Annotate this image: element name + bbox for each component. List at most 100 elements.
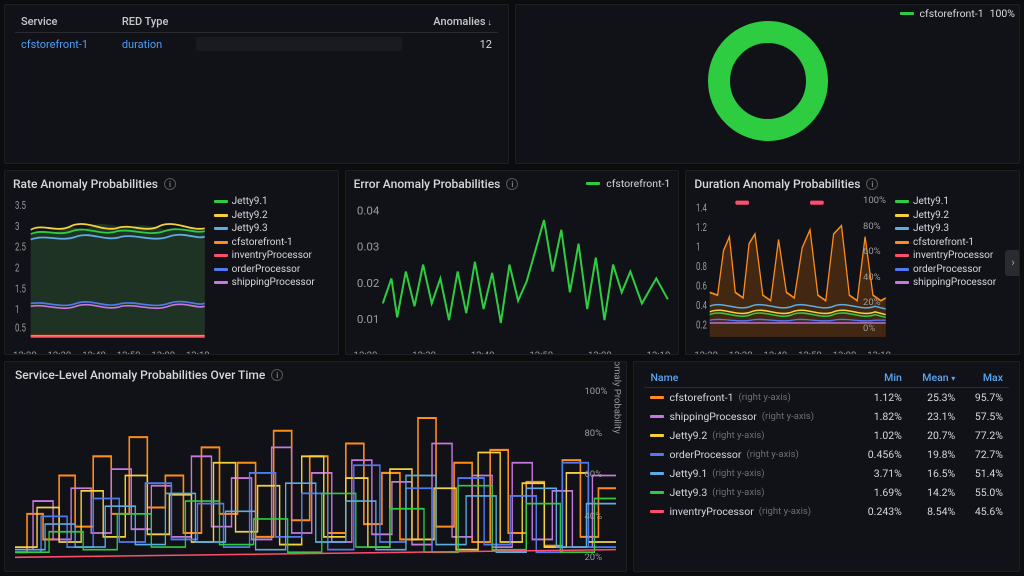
legend-item[interactable]: cfstorefront-1 <box>895 236 1011 250</box>
swatch-icon <box>895 214 909 217</box>
swatch-icon <box>650 472 664 475</box>
swatch-icon <box>895 254 909 257</box>
table-row[interactable]: shippingProcessor (right y-axis)1.82%23.… <box>644 407 1009 426</box>
info-icon[interactable]: i <box>164 178 176 190</box>
swatch-icon <box>650 453 664 456</box>
col-service[interactable]: Service <box>15 11 116 33</box>
anomalies-table: Service RED Type Anomalies↓ cfstorefront… <box>15 11 498 55</box>
table-row[interactable]: Jetty9.3 (right y-axis)1.69%14.2%55.0% <box>644 483 1009 502</box>
panel-title: Service-Level Anomaly Probabilities Over… <box>15 368 265 382</box>
rate-panel: Rate Anomaly Probabilities i 3.5 3 2.5 2… <box>4 170 339 355</box>
donut-panel: cfstorefront-1 100% <box>515 4 1020 164</box>
swatch-icon <box>214 214 228 217</box>
svg-text:3: 3 <box>15 221 19 234</box>
svg-text:2: 2 <box>15 262 20 275</box>
legend-item[interactable]: shippingProcessor <box>214 276 330 290</box>
service-level-table: Name Min Mean ▾ Max cfstorefront-1 (righ… <box>644 368 1009 521</box>
legend-item[interactable]: orderProcessor <box>214 263 330 277</box>
svg-text:1.4: 1.4 <box>696 202 707 215</box>
swatch-icon <box>650 396 664 399</box>
swatch-icon <box>214 281 228 284</box>
duration-legend: Jetty9.1Jetty9.2Jetty9.3cfstorefront-1in… <box>891 195 1011 348</box>
swatch-icon <box>214 200 228 203</box>
swatch-icon <box>214 268 228 271</box>
swatch-icon <box>650 491 664 494</box>
legend-item[interactable]: cfstorefront-1 <box>214 236 330 250</box>
svg-text:0.04: 0.04 <box>357 204 380 218</box>
service-level-chart[interactable]: 100% 80% 60% 40% 20% Anomaly Probability <box>15 386 616 565</box>
svg-text:0.01: 0.01 <box>357 312 379 326</box>
svg-text:1.2: 1.2 <box>696 222 707 235</box>
legend-item[interactable]: Jetty9.3 <box>214 222 330 236</box>
legend-item[interactable]: orderProcessor <box>895 263 1011 277</box>
duration-chart[interactable]: 1.4 1.2 1 0.8 0.6 0.4 0.2 <box>694 195 891 348</box>
col-min[interactable]: Min <box>853 368 908 388</box>
col-anomalies[interactable]: Anomalies↓ <box>408 11 498 33</box>
svg-text:1.5: 1.5 <box>15 283 26 296</box>
svg-text:0.2: 0.2 <box>696 319 707 332</box>
swatch-icon <box>895 241 909 244</box>
collapse-button[interactable]: › <box>1005 250 1020 276</box>
svg-text:0.03: 0.03 <box>357 240 379 254</box>
rate-legend: Jetty9.1Jetty9.2Jetty9.3cfstorefront-1in… <box>210 195 330 348</box>
table-row[interactable]: cfstorefront-1 (right y-axis)1.12%25.3%9… <box>644 388 1009 408</box>
swatch-icon <box>650 415 664 418</box>
swatch-icon <box>895 268 909 271</box>
col-mean[interactable]: Mean ▾ <box>908 368 961 388</box>
col-red-type[interactable]: RED Type <box>116 11 191 33</box>
col-max[interactable]: Max <box>961 368 1009 388</box>
swatch-icon <box>895 200 909 203</box>
legend-item[interactable]: Jetty9.3 <box>895 222 1011 236</box>
info-icon[interactable]: i <box>271 369 283 381</box>
info-icon[interactable]: i <box>866 178 878 190</box>
svg-text:0.02: 0.02 <box>357 276 379 290</box>
error-chart[interactable]: 0.04 0.03 0.02 0.01 12:2012:3012:4012:50… <box>354 195 671 348</box>
error-panel: Error Anomaly Probabilities i cfstorefro… <box>345 170 680 355</box>
svg-text:0.8: 0.8 <box>696 261 707 274</box>
svg-text:0.5: 0.5 <box>15 322 26 335</box>
info-icon[interactable]: i <box>506 178 518 190</box>
svg-text:2.5: 2.5 <box>15 241 26 254</box>
col-name[interactable]: Name <box>644 368 853 388</box>
service-level-panel: Service-Level Anomaly Probabilities Over… <box>4 361 627 572</box>
svg-text:1: 1 <box>15 304 19 317</box>
svg-text:3.5: 3.5 <box>15 200 26 213</box>
swatch-icon <box>214 241 228 244</box>
table-row[interactable]: cfstorefront-1 duration 12 <box>15 33 498 56</box>
legend-item[interactable]: Jetty9.2 <box>895 209 1011 223</box>
legend-item[interactable]: Jetty9.1 <box>895 195 1011 209</box>
legend-item[interactable]: inventryProcessor <box>214 249 330 263</box>
svg-text:0.6: 0.6 <box>696 280 707 293</box>
swatch-icon <box>895 227 909 230</box>
swatch-icon <box>895 281 909 284</box>
swatch-icon <box>586 182 600 185</box>
legend-item[interactable]: shippingProcessor <box>895 276 1011 290</box>
table-row[interactable]: Jetty9.1 (right y-axis)3.71%16.5%51.4% <box>644 464 1009 483</box>
right-axis-label: Anomaly Probability <box>611 361 622 433</box>
sort-down-icon: ↓ <box>488 18 493 28</box>
panel-title: Duration Anomaly Probabilities <box>694 177 860 191</box>
anomalies-table-panel: Service RED Type Anomalies↓ cfstorefront… <box>4 4 509 164</box>
svg-text:1: 1 <box>696 241 700 254</box>
anomaly-bar <box>196 37 401 51</box>
redtype-link[interactable]: duration <box>122 38 162 51</box>
table-row[interactable]: orderProcessor (right y-axis)0.456%19.8%… <box>644 445 1009 464</box>
table-row[interactable]: inventryProcessor (right y-axis)0.243%8.… <box>644 502 1009 521</box>
anomaly-count: 12 <box>408 33 498 56</box>
legend-item[interactable]: Jetty9.2 <box>214 209 330 223</box>
svg-text:0.4: 0.4 <box>696 300 707 313</box>
legend-item[interactable]: inventryProcessor <box>895 249 1011 263</box>
service-level-table-panel: Name Min Mean ▾ Max cfstorefront-1 (righ… <box>633 361 1020 572</box>
donut-chart[interactable] <box>708 21 828 141</box>
service-link[interactable]: cfstorefront-1 <box>21 38 88 51</box>
swatch-icon <box>650 510 664 513</box>
table-row[interactable]: Jetty9.2 (right y-axis)1.02%20.7%77.2% <box>644 426 1009 445</box>
rate-chart[interactable]: 3.5 3 2.5 2 1.5 1 0.5 <box>13 195 210 348</box>
swatch-icon <box>214 254 228 257</box>
legend-item[interactable]: Jetty9.1 <box>214 195 330 209</box>
panel-title: Rate Anomaly Probabilities <box>13 177 158 191</box>
swatch-icon <box>650 434 664 437</box>
swatch-icon <box>214 227 228 230</box>
duration-panel: › Duration Anomaly Probabilities i 1.4 1… <box>685 170 1020 355</box>
panel-title: Error Anomaly Probabilities <box>354 177 501 191</box>
